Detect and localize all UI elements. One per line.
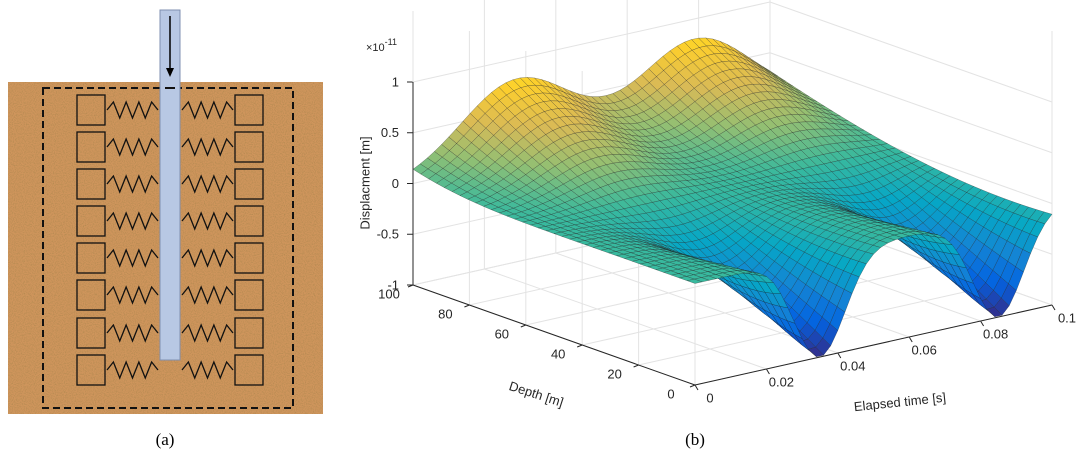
z-tick-label: -1: [387, 277, 399, 292]
soil-block: [234, 354, 264, 386]
spring: [181, 100, 234, 120]
x-tick: [765, 368, 770, 375]
x-tick-label: 0.06: [912, 342, 937, 357]
pile: [159, 9, 181, 361]
x-tick: [837, 352, 842, 359]
y-tick-label: 20: [607, 366, 621, 381]
y-tick: [520, 324, 526, 328]
soil-block: [76, 131, 106, 163]
soil-block: [234, 94, 264, 126]
soil-block: [76, 279, 106, 311]
soil-block: [76, 205, 106, 237]
grid-line: [412, 1, 771, 83]
x-tick-label: 0.02: [769, 374, 794, 389]
x-tick-label: 0.04: [840, 358, 865, 373]
surface-patch: [686, 278, 703, 284]
z-scale: ×10-11: [366, 37, 397, 54]
spring: [106, 137, 159, 157]
panel-label: (a): [156, 430, 175, 449]
spring: [106, 211, 159, 231]
x-tick: [908, 336, 913, 343]
panel-a: [8, 9, 323, 414]
soil-block: [76, 317, 106, 349]
y-tick-label: 40: [551, 346, 565, 361]
soil-block: [234, 317, 264, 349]
spring: [181, 174, 234, 194]
y-tick: [464, 304, 470, 308]
panel-label: (b): [685, 430, 705, 449]
x-axis: [694, 304, 1053, 386]
spring: [181, 137, 234, 157]
grid-line: [769, 1, 1053, 103]
z-scale-exponent: -11: [385, 37, 397, 47]
y-axis: [412, 284, 696, 386]
panel-b: -1 -0.5 0 0.5 1 0 0.02 0.04 0.06 0.08 0.1 0 20 40 60 80…: [377, 0, 1076, 405]
y-tick-label: 0: [667, 386, 674, 401]
z-tick-label: 0: [392, 176, 399, 191]
x-tick: [694, 384, 699, 391]
y-axis-label: Depth [m]: [507, 378, 565, 410]
spring: [181, 360, 234, 380]
x-tick-label: 0: [706, 390, 713, 405]
soil-block: [234, 279, 264, 311]
z-tick-label: 1: [392, 74, 399, 89]
y-tick-label: 60: [495, 326, 509, 341]
x-tick: [1051, 304, 1056, 311]
x-tick-label: 0.1: [1058, 310, 1076, 325]
y-tick: [689, 384, 696, 388]
soil-block: [76, 242, 106, 274]
spring: [181, 323, 234, 343]
y-tick-label: 100: [378, 286, 400, 301]
z-tick-label: 0.5: [381, 125, 399, 140]
z-scale-base: ×10: [366, 42, 385, 54]
grid-line: [555, 252, 838, 354]
y-tick: [633, 364, 639, 368]
arrow-head: [166, 68, 174, 77]
x-axis-label: Elapsed time [s]: [853, 390, 947, 415]
soil-block: [234, 242, 264, 274]
soil-block: [76, 354, 106, 386]
soil-block: [76, 94, 106, 126]
spring: [106, 174, 159, 194]
spring: [106, 100, 159, 120]
y-tick-label: 80: [438, 306, 452, 321]
grid-line: [484, 268, 767, 370]
soil-block: [76, 168, 106, 200]
y-tick: [407, 284, 414, 288]
spring: [106, 248, 159, 268]
spring: [181, 211, 234, 231]
soil-block: [234, 168, 264, 200]
spring: [106, 323, 159, 343]
x-tick: [980, 320, 985, 327]
soil-block: [234, 131, 264, 163]
soil-block: [234, 205, 264, 237]
spring: [106, 285, 159, 305]
y-tick: [577, 344, 583, 348]
grid-line: [769, 52, 1053, 154]
spring: [106, 360, 159, 380]
z-axis-label: Displacment [m]: [357, 136, 372, 229]
z-tick-label: -0.5: [377, 227, 399, 242]
spring: [181, 285, 234, 305]
spring: [181, 248, 234, 268]
x-tick-label: 0.08: [983, 326, 1008, 341]
